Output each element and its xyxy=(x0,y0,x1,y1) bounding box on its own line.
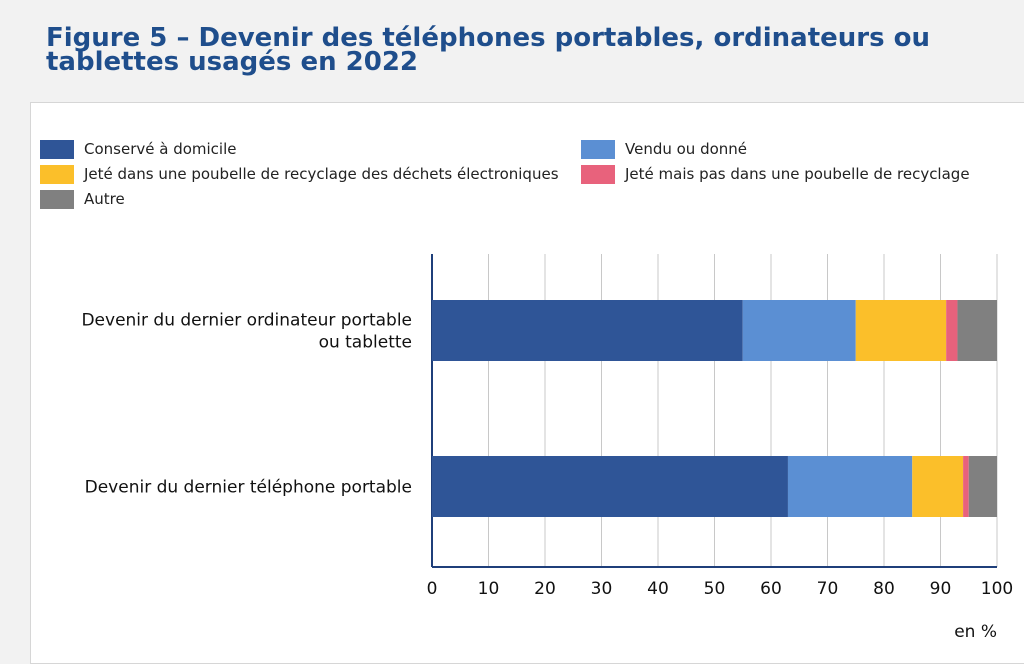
category-label-line: ou tablette xyxy=(319,333,412,353)
x-tick-label: 20 xyxy=(534,579,556,599)
category-label: Devenir du dernier téléphone portable xyxy=(85,478,412,498)
category-label-line: Devenir du dernier ordinateur portable xyxy=(81,311,412,331)
x-tick-label: 0 xyxy=(427,579,438,599)
legend-item: Autre xyxy=(40,189,125,209)
x-axis-label: en % xyxy=(954,622,997,642)
chart-panel xyxy=(30,102,1024,664)
bar-segment xyxy=(742,300,856,361)
figure-title: Figure 5 – Devenir des téléphones portab… xyxy=(46,23,931,77)
bar-segment xyxy=(432,456,788,517)
x-tick-label: 40 xyxy=(647,579,669,599)
bar-segment xyxy=(432,300,743,361)
x-tick-label: 50 xyxy=(704,579,726,599)
legend-swatch xyxy=(581,139,615,159)
category-label: Devenir du dernier ordinateur portable ou… xyxy=(81,311,412,353)
bar-segment xyxy=(787,456,913,517)
category-label-line: Devenir du dernier téléphone portable xyxy=(85,478,412,498)
x-tick-label: 100 xyxy=(981,579,1013,599)
legend-label: Jeté mais pas dans une poubelle de recyc… xyxy=(625,165,970,183)
legend-item: Conservé à domicile xyxy=(40,139,237,159)
bar-segment xyxy=(912,456,964,517)
legend-swatch xyxy=(40,164,74,184)
legend-swatch xyxy=(581,164,615,184)
legend-label: Jeté dans une poubelle de recyclage des … xyxy=(84,165,559,183)
legend-item: Jeté mais pas dans une poubelle de recyc… xyxy=(581,164,970,184)
legend-label: Vendu ou donné xyxy=(625,140,748,158)
x-tick-label: 70 xyxy=(817,579,839,599)
legend-item: Jeté dans une poubelle de recyclage des … xyxy=(40,164,559,184)
legend-swatch xyxy=(40,189,74,209)
bar-segment xyxy=(957,300,997,361)
bar-segment xyxy=(968,456,997,517)
legend-swatch xyxy=(40,139,74,159)
x-tick-label: 10 xyxy=(478,579,500,599)
legend-label: Autre xyxy=(84,190,125,208)
bar-segment xyxy=(963,456,969,517)
x-tick-label: 30 xyxy=(591,579,613,599)
bar-segment xyxy=(946,300,958,361)
legend-item: Vendu ou donné xyxy=(581,139,747,159)
x-tick-label: 90 xyxy=(930,579,952,599)
x-tick-label: 80 xyxy=(873,579,895,599)
legend-label: Conservé à domicile xyxy=(84,140,237,158)
x-tick-label: 60 xyxy=(760,579,782,599)
bar-segment xyxy=(855,300,947,361)
